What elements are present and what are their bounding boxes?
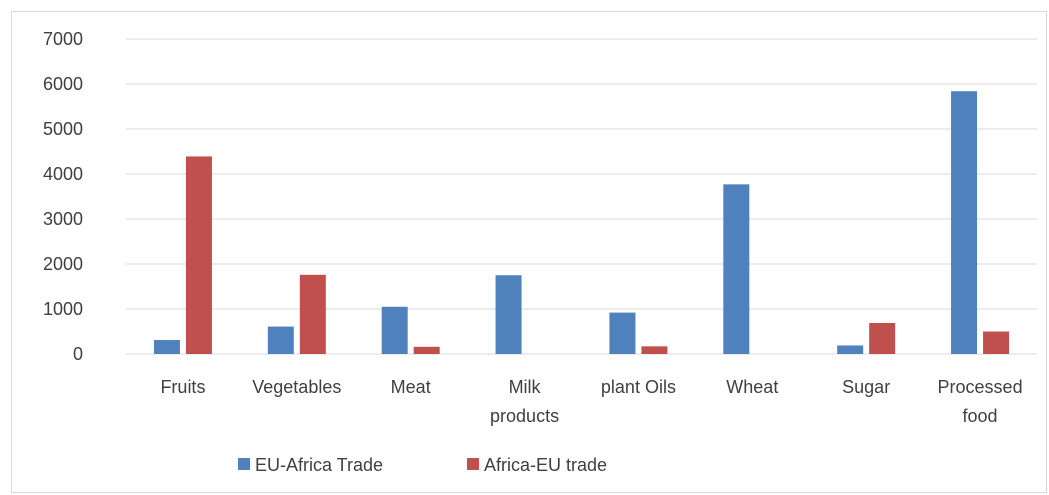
y-tick-label: 6000 bbox=[43, 74, 83, 94]
legend: EU-Africa Trade Africa-EU trade bbox=[238, 455, 607, 475]
x-category-label: Wheat bbox=[726, 377, 778, 397]
bar-africa-eu bbox=[869, 322, 896, 354]
x-category-label: Sugar bbox=[842, 377, 890, 397]
y-axis-ticks: 0 1000 2000 3000 4000 5000 6000 7000 bbox=[43, 29, 83, 364]
bar-eu-africa bbox=[837, 345, 864, 354]
y-tick-label: 7000 bbox=[43, 29, 83, 49]
bar-africa-eu bbox=[413, 346, 440, 354]
bar-eu-africa bbox=[495, 275, 522, 354]
legend-label: Africa-EU trade bbox=[484, 455, 607, 475]
chart-area bbox=[11, 11, 1047, 493]
x-category-label: Vegetables bbox=[252, 377, 341, 397]
bar-eu-africa bbox=[153, 340, 180, 354]
x-category-label: Fruits bbox=[160, 377, 205, 397]
bars bbox=[153, 91, 1010, 354]
gridlines bbox=[126, 38, 1037, 355]
y-tick-label: 0 bbox=[73, 344, 83, 364]
y-tick-label: 1000 bbox=[43, 299, 83, 319]
y-tick-label: 4000 bbox=[43, 164, 83, 184]
legend-swatch bbox=[238, 458, 250, 470]
bar-africa-eu bbox=[299, 274, 326, 354]
bar-eu-africa bbox=[609, 312, 636, 354]
bar-africa-eu bbox=[185, 156, 212, 354]
x-axis-categories: Fruits Vegetables Meat Milk products plant Oi… bbox=[160, 377, 1022, 426]
y-tick-label: 2000 bbox=[43, 254, 83, 274]
x-category-label: Milk products bbox=[490, 377, 559, 426]
bar-africa-eu bbox=[983, 331, 1010, 354]
bar-eu-africa bbox=[951, 91, 978, 354]
y-tick-label: 5000 bbox=[43, 119, 83, 139]
legend-swatch bbox=[467, 458, 479, 470]
x-category-label: Processed food bbox=[938, 377, 1023, 426]
bar-eu-africa bbox=[267, 326, 294, 354]
x-category-label: Meat bbox=[391, 377, 431, 397]
y-tick-label: 3000 bbox=[43, 209, 83, 229]
bar-africa-eu bbox=[641, 346, 668, 354]
x-category-label: plant Oils bbox=[601, 377, 676, 397]
bar-eu-africa bbox=[381, 306, 408, 354]
bar-eu-africa bbox=[723, 184, 750, 354]
legend-label: EU-Africa Trade bbox=[255, 455, 383, 475]
